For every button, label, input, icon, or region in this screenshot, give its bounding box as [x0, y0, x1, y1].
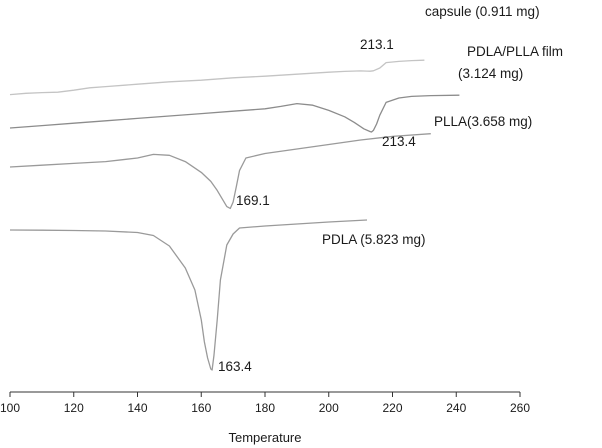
series-line-plla-3-658-mg [9, 133, 431, 210]
peak-labels-layer: 213.1 213.4 169.1 163.4 [218, 37, 416, 374]
series-label-capsule-0-911-mg: capsule (0.911 mg) [425, 4, 540, 19]
series-line-pdla-plla-film-3-124-mg [9, 94, 460, 133]
x-tick-label-160: 160 [191, 401, 211, 415]
x-tick-label-180: 180 [255, 401, 275, 415]
series-label-pdla-plla-film-3-124-mg: PDLA/PLLA film [467, 44, 563, 59]
x-tick-label-120: 120 [64, 401, 84, 415]
x-axis-ticks: 100 120 140 160 180 200 220 240 260 [0, 392, 530, 415]
series-line-pdla-5-823-mg [9, 219, 368, 371]
x-axis-title: Temperature [229, 430, 302, 445]
x-tick-label-100: 100 [0, 401, 20, 415]
x-tick-label-220: 220 [382, 401, 402, 415]
x-tick-label-240: 240 [446, 401, 466, 415]
series-label-pdla-5-823-mg: PDLA (5.823 mg) [322, 232, 426, 247]
curves-layer [9, 59, 460, 371]
peak-label-plla-3-658-mg: 169.1 [236, 193, 270, 208]
peak-label-capsule-0-911-mg: 213.1 [360, 37, 394, 52]
x-tick-label-260: 260 [510, 401, 530, 415]
x-axis: 100 120 140 160 180 200 220 240 260 Temperature [0, 391, 530, 445]
peak-label-pdla-5-823-mg: 163.4 [218, 359, 252, 374]
series-line-capsule-0-911-mg [9, 59, 425, 96]
x-tick-label-200: 200 [319, 401, 339, 415]
series-label-pdla-plla-film-3-124-mg-line2: (3.124 mg) [458, 66, 523, 81]
peak-label-pdla-plla-film-3-124-mg: 213.4 [382, 134, 416, 149]
x-tick-label-140: 140 [127, 401, 147, 415]
series-label-plla-3-658-mg: PLLA(3.658 mg) [434, 114, 532, 129]
series-labels-layer: capsule (0.911 mg) PDLA/PLLA film (3.124 m… [322, 4, 563, 247]
